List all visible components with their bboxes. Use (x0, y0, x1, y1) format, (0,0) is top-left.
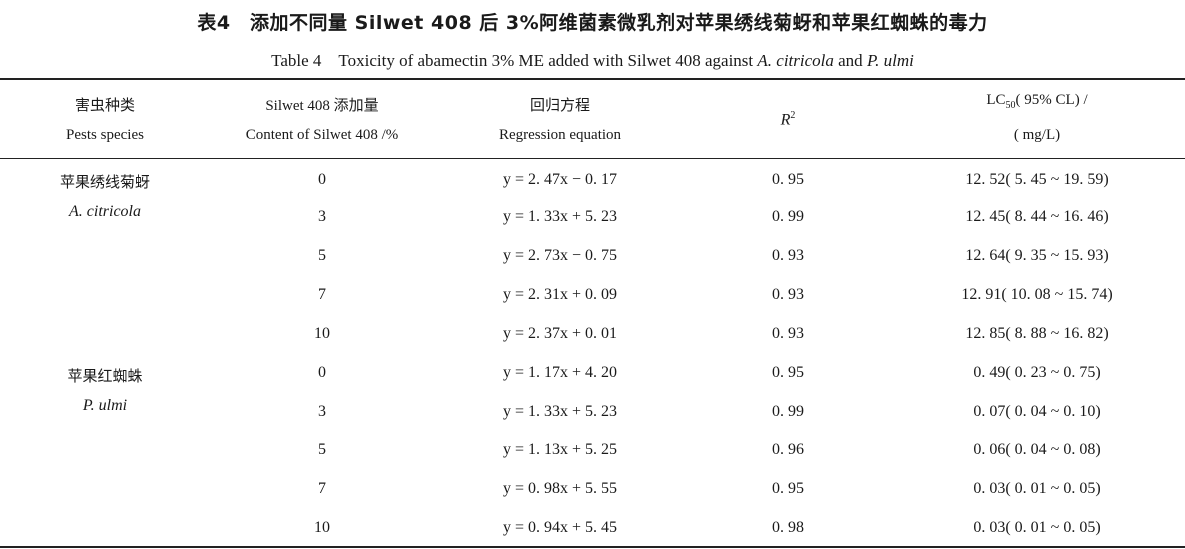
cell-content: 0 (318, 364, 326, 381)
header-rule (0, 158, 1185, 159)
cell-equation: y = 1. 33x + 5. 23 (502, 208, 618, 225)
cell-content: 3 (318, 403, 326, 420)
cell-equation: y = 2. 73x − 0. 75 (502, 247, 618, 264)
cell-equation: y = 2. 37x + 0. 01 (502, 325, 618, 342)
cell-lc50: 0. 03( 0. 01 ~ 0. 05) (973, 519, 1101, 536)
cell-r2: 0. 99 (772, 208, 804, 225)
cell-equation: y = 1. 33x + 5. 23 (502, 403, 618, 420)
subtitle-species-1: A. citricola (757, 51, 834, 70)
species-1-en: P. ulmi (82, 397, 128, 414)
header-r2: R2 (781, 110, 796, 129)
cell-content: 0 (318, 171, 326, 188)
cell-equation: y = 2. 47x − 0. 17 (502, 171, 618, 188)
table-subtitle: Table 4 Toxicity of abamectin 3% ME adde… (0, 46, 1185, 71)
species-0-en: A. citricola (69, 203, 141, 220)
cell-lc50: 0. 06( 0. 04 ~ 0. 08) (973, 441, 1101, 458)
cell-content: 10 (314, 519, 330, 536)
header-content-cn: Silwet 408 添加量 (265, 98, 379, 114)
cell-r2: 0. 93 (772, 286, 804, 303)
cell-content: 10 (314, 325, 330, 342)
subtitle-and: and (833, 51, 867, 70)
cell-content: 7 (318, 286, 326, 303)
cell-lc50: 12. 64( 9. 35 ~ 15. 93) (965, 247, 1109, 264)
header-lc50-unit: ( mg/L) (1013, 127, 1061, 143)
top-rule (0, 78, 1185, 80)
cell-equation: y = 1. 17x + 4. 20 (502, 364, 618, 381)
cell-r2: 0. 95 (772, 480, 804, 497)
r2-sup: 2 (790, 110, 796, 121)
r2-label: R (780, 111, 791, 129)
lc-prefix: LC (986, 92, 1006, 108)
cell-content: 3 (318, 208, 326, 225)
species-1-cn: 苹果红蜘蛛 (67, 367, 143, 385)
header-content-en: Content of Silwet 408 /% (245, 127, 399, 143)
header-species-cn: 害虫种类 (74, 96, 136, 114)
header-eq-cn: 回归方程 (529, 96, 591, 114)
cell-r2: 0. 98 (772, 519, 804, 536)
lc-rest: ( 95% CL) / (1015, 92, 1088, 108)
species-0-cn: 苹果绣线菊蚜 (59, 173, 151, 191)
subtitle-species-2: P. ulmi (866, 51, 914, 70)
cell-r2: 0. 99 (772, 403, 804, 420)
cell-r2: 0. 96 (772, 441, 804, 458)
header-lc50: LC50( 95% CL) / (986, 92, 1087, 111)
cell-equation: y = 1. 13x + 5. 25 (502, 441, 618, 458)
cell-equation: y = 0. 94x + 5. 45 (502, 519, 618, 536)
lc-sub: 50 (1005, 100, 1016, 111)
cell-lc50: 12. 91( 10. 08 ~ 15. 74) (961, 286, 1113, 303)
cell-lc50: 12. 52( 5. 45 ~ 19. 59) (965, 171, 1109, 188)
bottom-rule (0, 546, 1185, 548)
cell-lc50: 12. 85( 8. 88 ~ 16. 82) (965, 325, 1109, 342)
cell-content: 5 (318, 247, 326, 264)
header-eq-en: Regression equation (498, 127, 622, 143)
cell-lc50: 0. 07( 0. 04 ~ 0. 10) (973, 403, 1101, 420)
cell-equation: y = 0. 98x + 5. 55 (502, 480, 618, 497)
cell-lc50: 0. 03( 0. 01 ~ 0. 05) (973, 480, 1101, 497)
cell-r2: 0. 93 (772, 325, 804, 342)
cell-r2: 0. 95 (772, 364, 804, 381)
cell-content: 5 (318, 441, 326, 458)
cell-equation: y = 2. 31x + 0. 09 (502, 286, 618, 303)
cell-r2: 0. 93 (772, 247, 804, 264)
header-species-en: Pests species (66, 127, 144, 143)
cell-lc50: 0. 49( 0. 23 ~ 0. 75) (973, 364, 1101, 381)
cell-content: 7 (318, 480, 326, 497)
cell-lc50: 12. 45( 8. 44 ~ 16. 46) (965, 208, 1109, 225)
subtitle-text: Table 4 Toxicity of abamectin 3% ME adde… (271, 51, 758, 70)
cell-r2: 0. 95 (772, 171, 804, 188)
table-title: 表4 添加不同量 Silwet 408 后 3%阿维菌素微乳剂对苹果绣线菊蚜和苹… (197, 12, 988, 34)
